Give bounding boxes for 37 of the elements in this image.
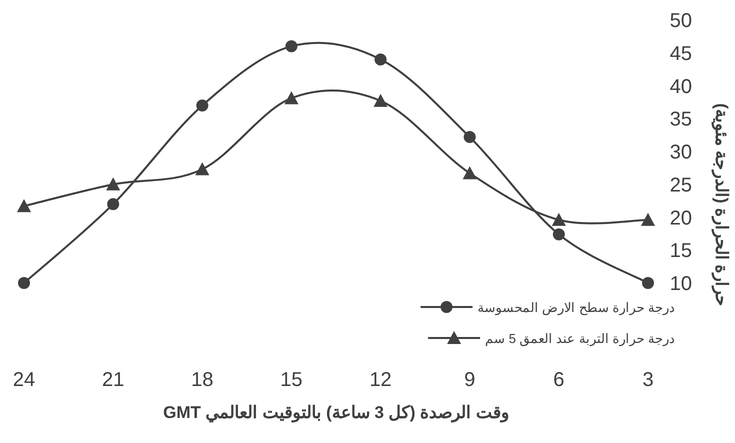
x-axis-title: وقت الرصدة (كل 3 ساعة) بالتوقيت العالمي GMT	[163, 403, 509, 423]
x-tick-label: 3	[642, 369, 654, 391]
y-tick-label: 50	[670, 10, 692, 32]
y-tick-label: 20	[670, 207, 692, 230]
point	[642, 277, 654, 289]
y-tick-label: 35	[670, 108, 692, 131]
point	[106, 177, 120, 190]
point	[641, 212, 655, 226]
point	[17, 199, 31, 212]
x-tick-label: 12	[369, 369, 392, 391]
y-tick-label: 10	[670, 273, 692, 295]
y-tick-label: 15	[670, 240, 692, 262]
point	[462, 166, 477, 180]
point	[374, 53, 387, 66]
y-tick-label: 30	[670, 142, 692, 164]
x-tick-label: 24	[12, 369, 36, 391]
legend-label: درجة حرارة التربة عند العمق 5 سم	[485, 331, 675, 347]
y-tick-label: 25	[670, 174, 692, 196]
x-tick-label: 15	[280, 369, 303, 391]
point	[374, 94, 388, 107]
point	[196, 99, 208, 112]
x-tick-label: 21	[102, 369, 124, 391]
x-tick-label: 9	[464, 369, 476, 391]
point	[464, 131, 476, 144]
x-tick-label: 18	[191, 369, 214, 391]
point	[284, 91, 298, 104]
x-tick-label: 6	[553, 369, 564, 391]
legend-label: درجة حرارة سطح الارض المحسوسة	[478, 300, 675, 316]
point	[552, 228, 565, 240]
y-tick-label: 40	[670, 76, 692, 98]
y-axis-title: حرارة الحرارة (الدرجة مئوية)	[711, 103, 731, 307]
point	[285, 40, 298, 52]
y-tick-label: 45	[670, 42, 692, 65]
point	[552, 212, 566, 226]
point	[107, 198, 120, 210]
point	[18, 277, 30, 289]
point	[195, 162, 210, 176]
